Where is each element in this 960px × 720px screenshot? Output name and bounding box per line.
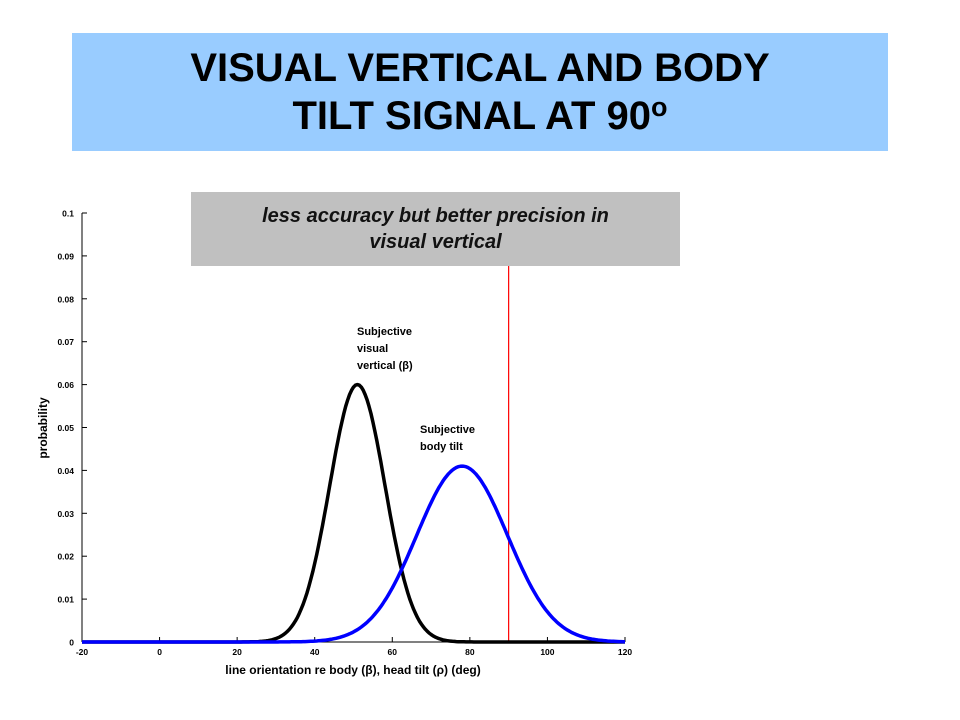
x-tick-label: 100 bbox=[540, 647, 554, 657]
visual-vertical-curve bbox=[82, 382, 625, 644]
y-axis-title: probability bbox=[36, 397, 50, 459]
y-tick-label: 0.08 bbox=[57, 294, 74, 304]
y-tick-label: 0 bbox=[69, 638, 74, 648]
y-tick-label: 0.05 bbox=[57, 423, 74, 433]
visual-vertical-label-3: vertical (β) bbox=[357, 360, 413, 372]
visual-vertical-label-2: visual bbox=[357, 343, 388, 355]
y-tick-label: 0.07 bbox=[57, 337, 74, 347]
callout-line-1: less accuracy but better precision in bbox=[262, 205, 609, 227]
title-text: TILT SIGNAL AT 90 bbox=[292, 94, 652, 138]
y-tick-label: 0.03 bbox=[57, 509, 74, 519]
x-tick-label: 40 bbox=[310, 647, 320, 657]
x-ticks: -20 0 20 40 60 80 100 120 bbox=[76, 637, 632, 657]
callout-box: less accuracy but better precision in vi… bbox=[191, 192, 680, 266]
y-tick-label: 0.06 bbox=[57, 380, 74, 390]
y-tick-label: 0.1 bbox=[62, 209, 74, 219]
y-tick-label: 0.04 bbox=[57, 466, 74, 476]
x-tick-label: 120 bbox=[618, 647, 632, 657]
y-tick-label: 0.01 bbox=[57, 595, 74, 605]
x-tick-label: 0 bbox=[157, 647, 162, 657]
visual-vertical-label-1: Subjective bbox=[357, 326, 412, 338]
slide-title-line-1: VISUAL VERTICAL AND BODY bbox=[190, 46, 770, 90]
y-tick-label: 0.09 bbox=[57, 251, 74, 261]
body-tilt-label-2: body tilt bbox=[420, 441, 463, 453]
callout-line-2: visual vertical bbox=[369, 231, 502, 253]
x-axis-title: line orientation re body (β), head tilt … bbox=[225, 663, 480, 677]
slide-title-line-2: TILT SIGNAL AT 90o bbox=[292, 92, 667, 140]
x-tick-label: 80 bbox=[465, 647, 475, 657]
y-tick-label: 0.02 bbox=[57, 552, 74, 562]
body-tilt-curve bbox=[82, 464, 625, 644]
degree-superscript: o bbox=[651, 92, 668, 122]
body-tilt-label-1: Subjective bbox=[420, 424, 475, 436]
y-ticks: 0 0.01 0.02 0.03 0.04 0.05 0.06 0.07 0.08 0.09 0.1 bbox=[57, 209, 87, 648]
x-tick-label: 20 bbox=[232, 647, 242, 657]
x-tick-label: 60 bbox=[388, 647, 398, 657]
title-banner: VISUAL VERTICAL AND BODY TILT SIGNAL AT … bbox=[72, 33, 888, 151]
x-tick-label: -20 bbox=[76, 647, 89, 657]
